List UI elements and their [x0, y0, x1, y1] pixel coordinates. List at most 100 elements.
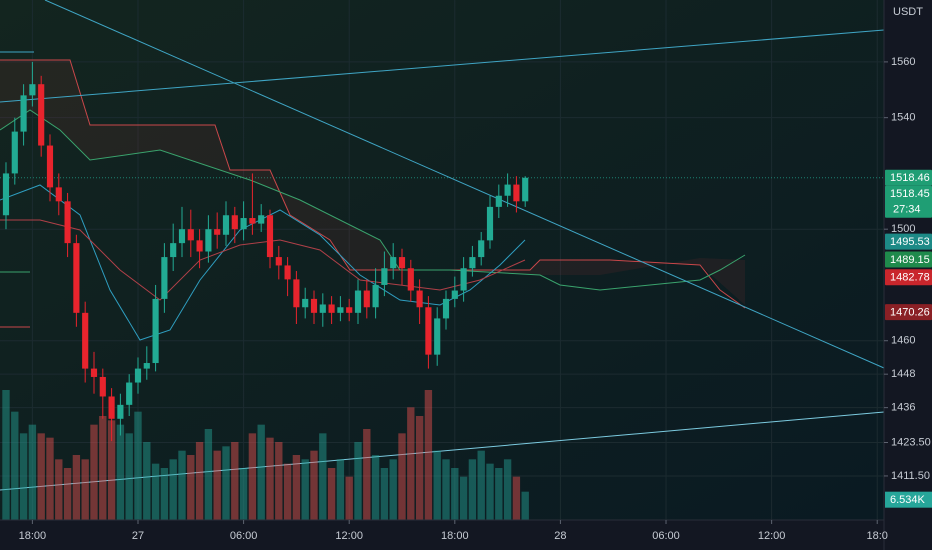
- countdown: 27:34: [893, 204, 921, 216]
- y-tick-label: 1540: [891, 112, 915, 124]
- x-tick-label: 18:00: [441, 530, 469, 542]
- x-tick-label: 12:00: [758, 530, 786, 542]
- candle-body: [46, 145, 54, 188]
- x-tick-label: 12:00: [335, 530, 363, 542]
- candle-body: [73, 243, 80, 313]
- candle-body: [407, 268, 414, 291]
- volume-bar: [389, 459, 397, 520]
- volume-bar: [204, 429, 213, 520]
- candle-body: [117, 404, 124, 419]
- volume-bar: [380, 468, 389, 520]
- volume-bar: [72, 455, 81, 520]
- volume-bar: [125, 433, 133, 520]
- price-label-box: [885, 251, 932, 268]
- volume-bar: [222, 446, 230, 520]
- candle-body: [310, 298, 318, 313]
- volume-bar: [55, 459, 63, 520]
- volume-bar: [99, 416, 107, 520]
- candle-body: [522, 177, 529, 202]
- candle-body: [416, 290, 423, 308]
- volume-bar: [28, 424, 37, 520]
- candle-body: [398, 257, 406, 269]
- candle-body: [231, 215, 238, 230]
- price-label: 1518.45: [890, 188, 930, 200]
- y-tick-label: 1423.50: [891, 436, 931, 448]
- candle-body: [240, 218, 247, 230]
- volume-bar: [433, 450, 441, 520]
- volume-bar: [354, 442, 362, 520]
- volume-label: 6.534K: [890, 494, 926, 506]
- volume-bar: [327, 468, 336, 520]
- candle-body: [346, 307, 353, 313]
- y-tick-label: 1500: [891, 223, 915, 235]
- candle-body: [170, 243, 177, 258]
- cloud: [0, 60, 745, 305]
- candle-body: [495, 195, 502, 207]
- y-tick-label: 1460: [891, 335, 915, 347]
- volume-bar: [275, 442, 283, 520]
- trendline-down: [44, 0, 885, 369]
- candle-body: [337, 307, 344, 313]
- candle-body: [504, 184, 511, 196]
- price-label-box: [885, 169, 932, 186]
- candle-body: [319, 304, 326, 313]
- candle-body: [161, 257, 168, 299]
- candle-body: [187, 229, 194, 241]
- y-tick-label: 1411.50: [891, 470, 930, 482]
- candle-body: [82, 312, 89, 369]
- currency: USDT: [893, 6, 923, 18]
- drawings: [0, 0, 885, 491]
- candle-body: [134, 368, 142, 383]
- candle-body: [99, 376, 106, 397]
- candle-body: [55, 187, 62, 202]
- candle-body: [20, 95, 27, 132]
- candle-body: [64, 201, 71, 244]
- candle-body: [451, 290, 458, 299]
- candle-body: [460, 268, 467, 291]
- cloud-span-b: [0, 59, 746, 309]
- y-tick-label: 1436: [891, 402, 915, 414]
- axis-labels: 1560 1540 1500 1460 1448 1436 1423.50 1411.50 18…: [19, 56, 932, 542]
- candle-body: [222, 215, 230, 235]
- volume-bar: [37, 433, 45, 520]
- candle-body: [284, 265, 291, 280]
- volume: [2, 390, 529, 520]
- volume-bar: [143, 442, 151, 520]
- time-axis: [0, 520, 884, 550]
- candle-body: [434, 318, 441, 355]
- candle-body: [249, 218, 256, 224]
- volume-bar: [398, 433, 406, 520]
- candle-body: [390, 257, 397, 269]
- candle-body: [126, 382, 133, 405]
- candle-body: [178, 229, 186, 244]
- price-label-box: [885, 304, 932, 321]
- volume-bar: [310, 450, 318, 520]
- candle-body: [275, 257, 282, 266]
- candle-body: [266, 215, 274, 258]
- candle-body: [293, 279, 300, 308]
- x-tick-label: 18:0: [867, 530, 888, 542]
- volume-bar: [521, 491, 529, 520]
- price-label: 1489.15: [890, 254, 930, 266]
- candle-body: [108, 396, 115, 419]
- x-tick-label: 18:00: [19, 530, 47, 542]
- volume-bar: [301, 459, 309, 520]
- volume-bar: [213, 450, 221, 520]
- cloud-span-a: [0, 109, 746, 291]
- price-label-box: [885, 269, 932, 286]
- price-label: 1518.46: [890, 172, 930, 184]
- volume-bar: [459, 476, 468, 520]
- candles: [2, 61, 529, 442]
- volume-bar: [468, 459, 477, 520]
- x-tick-label: 28: [554, 530, 566, 542]
- volume-label-box: [885, 491, 932, 508]
- volume-bar: [231, 442, 239, 520]
- volume-bar: [266, 437, 274, 520]
- volume-bar: [442, 459, 450, 520]
- candle-body: [143, 363, 150, 369]
- volume-bar: [503, 459, 512, 520]
- candle-body: [513, 184, 520, 202]
- candle-body: [372, 284, 379, 308]
- candle-body: [258, 215, 265, 224]
- volume-bar: [90, 424, 98, 520]
